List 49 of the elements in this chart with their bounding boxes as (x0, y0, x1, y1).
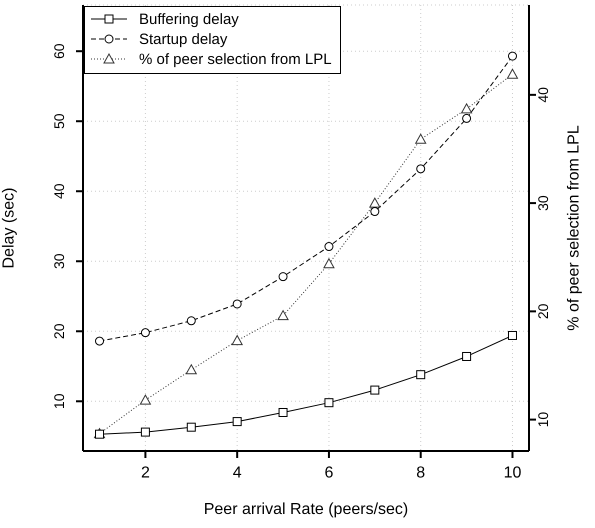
y-tick-label: 10 (51, 393, 67, 410)
point (462, 114, 472, 123)
y-tick-label: 40 (51, 183, 67, 200)
y-tick-label: 20 (51, 323, 67, 340)
point (506, 68, 518, 79)
point (461, 103, 472, 114)
point (186, 316, 196, 326)
point (140, 428, 150, 437)
point (278, 272, 288, 282)
point (370, 386, 380, 395)
point (186, 364, 197, 374)
point (508, 52, 517, 61)
point (278, 310, 289, 320)
point (416, 370, 426, 380)
point (462, 352, 472, 361)
point (323, 258, 334, 268)
point (416, 164, 426, 174)
point (140, 328, 150, 338)
point (369, 198, 380, 208)
legend-label: Startup delay (139, 30, 228, 48)
x-tick-label: 8 (416, 464, 426, 482)
y-tick-label: 60 (51, 43, 67, 59)
y-axis-title: Delay (sec) (0, 188, 18, 268)
y-tick-label: 50 (51, 113, 67, 130)
y-tick-label: 30 (51, 253, 67, 270)
point (232, 417, 242, 426)
legend-label: Buffering delay (139, 10, 239, 28)
point (324, 242, 334, 252)
point (232, 299, 242, 308)
legend-label: % of peer selection from LPL (139, 50, 332, 68)
x-axis-title: Peer arrival Rate (peers/sec) (204, 501, 408, 518)
y2-tick-label: 40 (535, 86, 551, 103)
y2-tick-label: 10 (535, 412, 551, 428)
x-tick-label: 10 (504, 464, 522, 482)
y2-tick-label: 30 (535, 195, 551, 211)
point (95, 336, 104, 346)
point (140, 394, 151, 405)
point (232, 335, 243, 346)
y2-tick-label: 20 (535, 303, 551, 320)
y2-axis-title: % of peer selection from LPL (566, 125, 583, 331)
x-tick-label: 6 (324, 464, 334, 482)
point (415, 134, 426, 144)
x-tick-label: 4 (232, 464, 242, 482)
point (508, 330, 517, 340)
point (370, 207, 380, 216)
x-tick-label: 2 (140, 464, 150, 482)
point (186, 422, 196, 432)
point (324, 398, 334, 408)
point (278, 408, 288, 417)
